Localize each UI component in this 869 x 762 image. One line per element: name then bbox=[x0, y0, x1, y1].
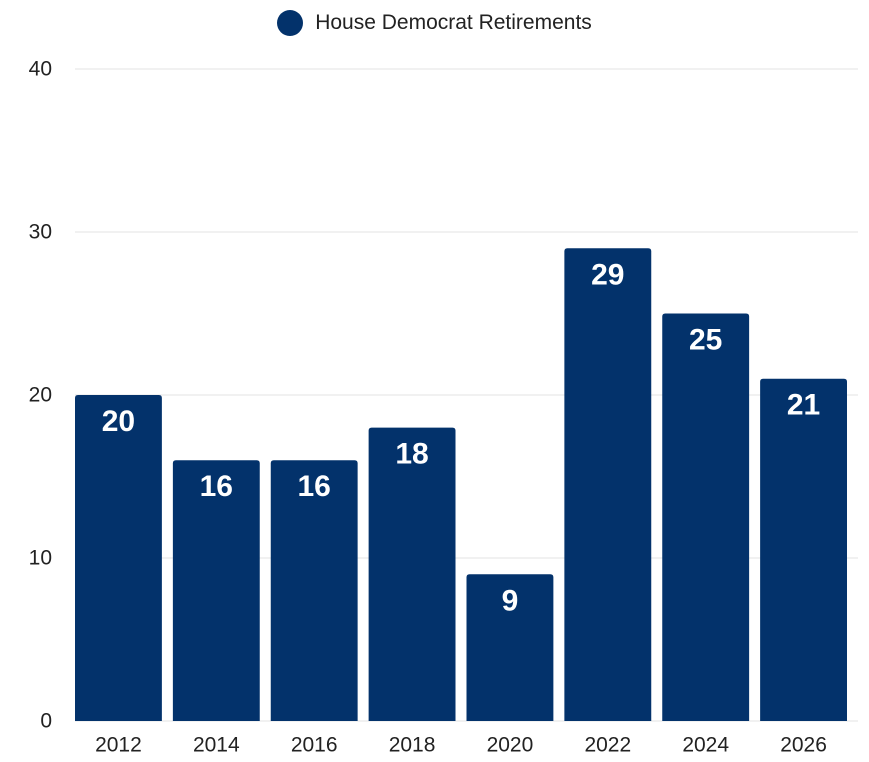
data-label: 21 bbox=[787, 389, 820, 422]
y-tick-label: 30 bbox=[29, 221, 52, 244]
data-label: 16 bbox=[200, 470, 233, 503]
legend: House Democrat Retirements bbox=[0, 8, 869, 38]
x-tick-label: 2020 bbox=[487, 734, 534, 757]
bar bbox=[172, 460, 260, 721]
legend-swatch bbox=[277, 10, 304, 36]
data-label: 9 bbox=[502, 584, 519, 617]
data-label: 25 bbox=[689, 324, 722, 357]
data-label: 18 bbox=[395, 438, 428, 471]
bar bbox=[760, 378, 847, 721]
x-tick-label: 2018 bbox=[389, 734, 436, 757]
bar bbox=[466, 574, 554, 721]
y-tick-label: 0 bbox=[40, 710, 52, 733]
y-tick-label: 10 bbox=[29, 547, 52, 570]
bar bbox=[662, 313, 750, 721]
x-tick-label: 2012 bbox=[95, 734, 142, 757]
bar bbox=[75, 395, 162, 721]
x-tick-label: 2026 bbox=[780, 734, 827, 757]
legend-label: House Democrat Retirements bbox=[315, 11, 592, 34]
y-tick-label: 20 bbox=[29, 384, 52, 407]
data-label: 29 bbox=[591, 258, 624, 291]
x-tick-label: 2024 bbox=[682, 734, 729, 757]
x-tick-label: 2014 bbox=[193, 734, 240, 757]
bar bbox=[368, 427, 456, 721]
data-label: 16 bbox=[298, 470, 331, 503]
y-tick-label: 40 bbox=[29, 58, 52, 81]
bar bbox=[270, 460, 358, 721]
x-tick-label: 2016 bbox=[291, 734, 338, 757]
bar bbox=[564, 248, 652, 722]
data-label: 20 bbox=[102, 405, 135, 438]
x-tick-label: 2022 bbox=[584, 734, 631, 757]
